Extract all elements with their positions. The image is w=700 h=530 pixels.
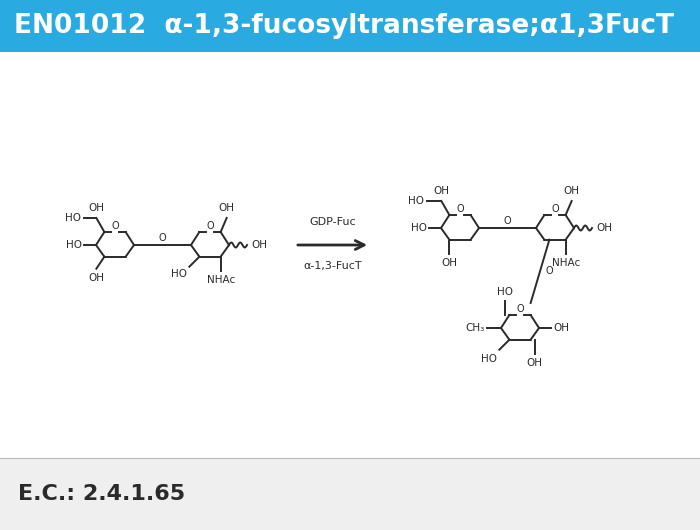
Text: HO: HO [411, 223, 427, 233]
Text: HO: HO [172, 269, 188, 279]
Text: O: O [551, 204, 559, 214]
Text: NHAc: NHAc [206, 275, 235, 285]
Text: OH: OH [442, 258, 457, 268]
Text: α-1,3-FucT: α-1,3-FucT [303, 261, 362, 271]
Text: OH: OH [553, 323, 569, 333]
Text: GDP-Fuc: GDP-Fuc [309, 217, 356, 227]
Text: EN01012  α-1,3-fucosyltransferase;α1,3FucT: EN01012 α-1,3-fucosyltransferase;α1,3Fuc… [14, 13, 674, 39]
Text: OH: OH [88, 203, 104, 213]
Text: OH: OH [88, 273, 104, 282]
Text: O: O [159, 233, 167, 243]
Text: OH: OH [433, 186, 449, 196]
Text: E.C.: 2.4.1.65: E.C.: 2.4.1.65 [18, 484, 185, 504]
Text: O: O [456, 204, 464, 214]
Text: HO: HO [408, 196, 424, 206]
Bar [0, 458, 700, 530]
Text: O: O [206, 221, 214, 231]
Text: O: O [516, 304, 524, 314]
Text: NHAc: NHAc [552, 258, 580, 268]
Bar [0, 0, 700, 52]
Text: OH: OH [251, 240, 267, 250]
Text: CH₃: CH₃ [466, 323, 485, 333]
Text: OH: OH [596, 223, 612, 233]
Text: HO: HO [65, 213, 81, 223]
Text: O: O [111, 221, 119, 231]
Text: O: O [504, 216, 511, 226]
Text: O: O [546, 267, 554, 276]
Text: OH: OH [218, 203, 235, 213]
Text: HO: HO [482, 354, 498, 364]
Text: HO: HO [498, 287, 513, 297]
Text: OH: OH [526, 358, 542, 368]
Text: OH: OH [564, 186, 580, 196]
Text: HO: HO [66, 240, 82, 250]
